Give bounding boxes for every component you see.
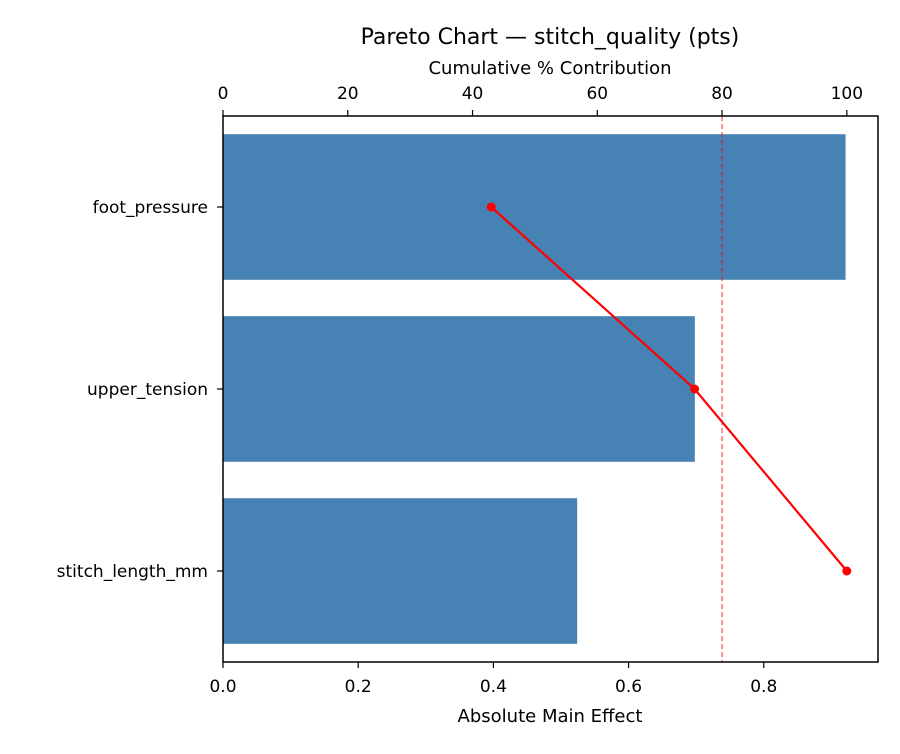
bar-series: [223, 134, 846, 644]
bar-stitch_length_mm: [223, 498, 578, 644]
secondary-x-axis-ticks: 0 20 40 60 80 100: [218, 84, 863, 116]
cumulative-marker: [842, 566, 852, 576]
bar-upper_tension: [223, 316, 695, 462]
cumulative-line-series: [486, 202, 852, 576]
cumulative-marker: [690, 384, 700, 394]
x-tick-label: 0.2: [345, 677, 372, 697]
cumulative-marker: [486, 202, 496, 212]
x-axis-label: Absolute Main Effect: [458, 706, 643, 727]
x-tick-label: 0.4: [480, 677, 507, 697]
x-tick-label: 0.8: [750, 677, 777, 697]
secondary-x-tick-label: 60: [586, 84, 608, 104]
y-tick-label: upper_tension: [87, 380, 208, 400]
y-axis-ticks: foot_pressure upper_tension stitch_length_…: [57, 198, 223, 582]
secondary-x-axis-label: Cumulative % Contribution: [428, 58, 671, 79]
secondary-x-tick-label: 100: [831, 84, 863, 104]
secondary-x-tick-label: 80: [711, 84, 733, 104]
secondary-x-tick-label: 20: [337, 84, 359, 104]
secondary-x-tick-label: 40: [462, 84, 484, 104]
y-tick-label: foot_pressure: [93, 198, 208, 218]
y-tick-label: stitch_length_mm: [57, 562, 208, 582]
bar-foot_pressure: [223, 134, 846, 280]
x-tick-label: 0.6: [615, 677, 642, 697]
x-axis-ticks: 0.0 0.2 0.4 0.6 0.8: [209, 662, 777, 697]
x-tick-label: 0.0: [209, 677, 236, 697]
secondary-x-tick-label: 0: [218, 84, 229, 104]
chart-title: Pareto Chart — stitch_quality (pts): [361, 25, 740, 50]
